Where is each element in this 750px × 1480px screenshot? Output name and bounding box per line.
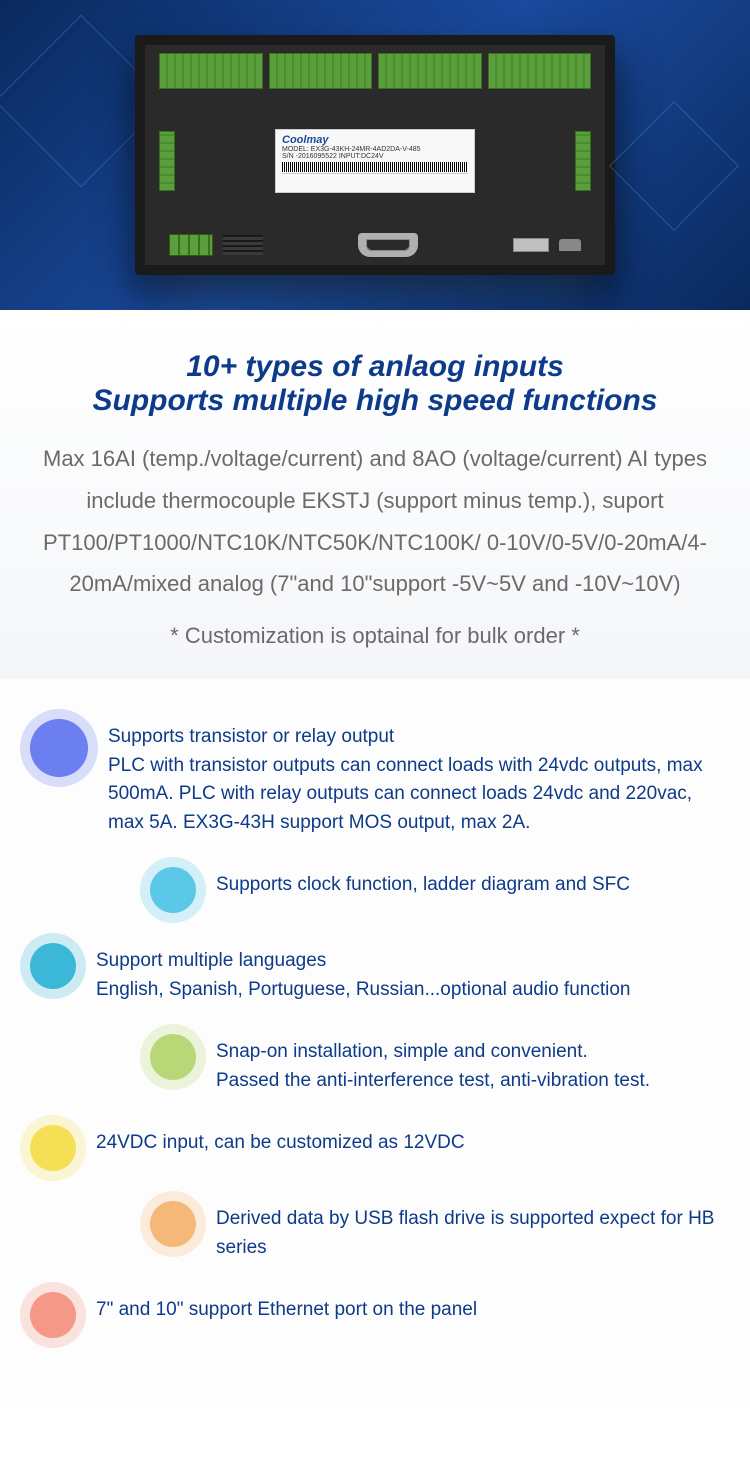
customization-note: * Customization is optainal for bulk ord… — [30, 623, 720, 649]
feature-bullet-icon — [30, 1125, 76, 1171]
feature-item: Supports clock function, ladder diagram … — [30, 867, 720, 913]
feature-bullet-icon — [30, 943, 76, 989]
feature-item: Derived data by USB flash drive is suppo… — [30, 1201, 720, 1262]
feature-bullet-icon — [150, 1034, 196, 1080]
feature-title: Supports transistor or relay output — [108, 723, 720, 752]
power-terminal — [169, 234, 213, 256]
feature-text: Support multiple languagesEnglish, Spani… — [96, 943, 630, 1004]
feature-text: Supports transistor or relay outputPLC w… — [108, 719, 720, 837]
feature-line: Snap-on installation, simple and conveni… — [216, 1038, 650, 1067]
device-label-sticker: Coolmay MODEL: EX3G-43KH-24MR-4AD2DA-V-4… — [275, 129, 475, 193]
device-brand: Coolmay — [282, 134, 468, 146]
features-list: Supports transistor or relay outputPLC w… — [0, 679, 750, 1408]
vent-grille — [223, 235, 263, 255]
barcode — [282, 162, 468, 172]
feature-text: 7" and 10" support Ethernet port on the … — [96, 1292, 477, 1325]
feature-item: 24VDC input, can be customized as 12VDC — [30, 1125, 720, 1171]
feature-line: 24VDC input, can be customized as 12VDC — [96, 1129, 465, 1158]
terminal-block-side — [575, 131, 591, 191]
device-sn: S/N -2016095522 INPUT:DC24V — [282, 153, 468, 160]
terminal-block — [159, 53, 263, 89]
feature-item: Support multiple languagesEnglish, Spani… — [30, 943, 720, 1004]
headline-line-2: Supports multiple high speed functions — [30, 384, 720, 418]
body-description: Max 16AI (temp./voltage/current) and 8AO… — [30, 438, 720, 605]
feature-bullet-icon — [150, 1201, 196, 1247]
feature-bullet-icon — [150, 867, 196, 913]
device-model: MODEL: EX3G-43KH-24MR-4AD2DA-V-485 — [282, 146, 468, 153]
feature-line: PLC with transistor outputs can connect … — [108, 752, 720, 838]
terminal-block — [378, 53, 482, 89]
headline-section: 10+ types of anlaog inputs Supports mult… — [0, 310, 750, 679]
feature-item: Supports transistor or relay outputPLC w… — [30, 719, 720, 837]
feature-line: Derived data by USB flash drive is suppo… — [216, 1205, 720, 1262]
feature-title: Support multiple languages — [96, 947, 630, 976]
hero-banner: Coolmay MODEL: EX3G-43KH-24MR-4AD2DA-V-4… — [0, 0, 750, 310]
device-back-illustration: Coolmay MODEL: EX3G-43KH-24MR-4AD2DA-V-4… — [135, 35, 615, 275]
feature-text: Derived data by USB flash drive is suppo… — [216, 1201, 720, 1262]
feature-bullet-icon — [30, 1292, 76, 1338]
usb-mini-port-icon — [559, 239, 581, 251]
feature-item: 7" and 10" support Ethernet port on the … — [30, 1292, 720, 1338]
serial-port-icon — [358, 233, 418, 257]
feature-line: 7" and 10" support Ethernet port on the … — [96, 1296, 477, 1325]
terminal-block — [269, 53, 373, 89]
feature-text: Supports clock function, ladder diagram … — [216, 867, 630, 900]
feature-line: Passed the anti-interference test, anti-… — [216, 1067, 650, 1096]
terminal-block — [488, 53, 592, 89]
feature-text: Snap-on installation, simple and conveni… — [216, 1034, 650, 1095]
terminal-block-side — [159, 131, 175, 191]
headline-line-1: 10+ types of anlaog inputs — [30, 350, 720, 384]
feature-text: 24VDC input, can be customized as 12VDC — [96, 1125, 465, 1158]
feature-item: Snap-on installation, simple and conveni… — [30, 1034, 720, 1095]
usb-a-port-icon — [513, 238, 549, 252]
feature-bullet-icon — [30, 719, 88, 777]
feature-line: Supports clock function, ladder diagram … — [216, 871, 630, 900]
feature-line: English, Spanish, Portuguese, Russian...… — [96, 976, 630, 1005]
